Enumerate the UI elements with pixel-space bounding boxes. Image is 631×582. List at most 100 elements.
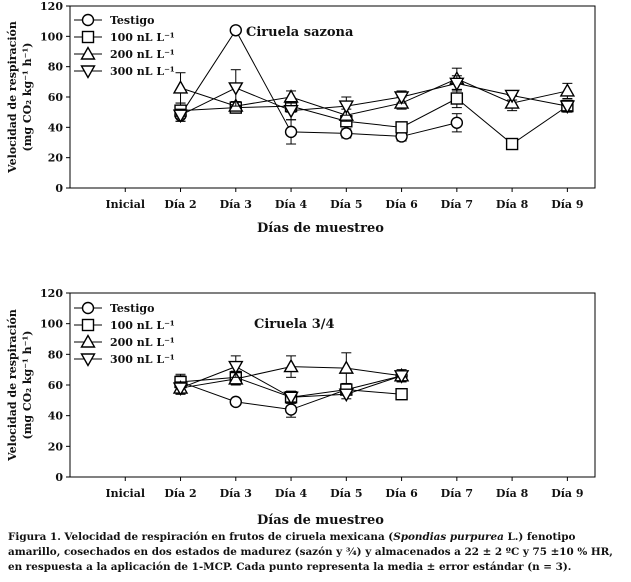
data-point	[172, 79, 189, 94]
y-axis-label-line1: Velocidad de respiración	[6, 21, 19, 174]
caption-species: Spondias purpurea	[393, 531, 504, 543]
x-tick-label: Día 9	[551, 487, 583, 500]
series-4	[172, 69, 576, 124]
chart-panel-2: 0 20 40 60 80 100 120 Inicial Día 2 Día 3 Día 4 Día…	[6, 287, 596, 528]
data-point	[504, 89, 520, 104]
y-tick-label: 40	[48, 121, 64, 134]
chart-panel-1: 0 20 40 60 80 100 120 Inicial Día 2 Día 3 Día 4 Día…	[6, 0, 596, 236]
x-tick-label: Día 7	[441, 487, 473, 500]
x-tick-label: Día 6	[385, 198, 418, 211]
legend-marker	[80, 334, 96, 348]
y-tick-label: 20	[48, 440, 64, 453]
y-tick-label: 80	[48, 61, 64, 74]
data-point	[229, 395, 242, 409]
x-axis-label: Días de muestreo	[257, 221, 384, 236]
data-point	[449, 77, 465, 92]
series-1	[174, 24, 464, 145]
caption-suffix: L.) fenotipo amarillo, cosechados en dos…	[8, 531, 613, 573]
legend-entry-1: Testigo	[74, 301, 154, 315]
y-tick-label: 40	[48, 410, 64, 423]
data-point	[283, 89, 299, 103]
data-point	[172, 109, 189, 124]
legend-label: Testigo	[110, 302, 154, 315]
y-tick-label: 60	[48, 379, 64, 392]
data-point	[450, 92, 464, 105]
data-point	[559, 100, 576, 115]
data-point	[283, 358, 299, 373]
x-tick-label: Inicial	[106, 198, 146, 211]
y-tick-label: 80	[48, 348, 64, 361]
legend-label: 300 nL L⁻¹	[110, 353, 175, 366]
legend-marker	[80, 65, 96, 79]
data-point	[228, 360, 244, 375]
data-point	[338, 388, 355, 403]
legend-label: 300 nL L⁻¹	[110, 65, 175, 78]
data-point	[395, 388, 408, 401]
data-point	[393, 91, 410, 105]
data-point	[283, 104, 299, 119]
legend-entry-4: 300 nL L⁻¹	[74, 353, 175, 367]
series-3	[172, 352, 410, 395]
series-line	[180, 97, 568, 145]
legend-marker	[80, 46, 96, 60]
legend-entry-4: 300 nL L⁻¹	[74, 65, 175, 79]
x-axis-label: Días de muestreo	[257, 513, 384, 528]
x-tick-label: Día 2	[164, 487, 196, 500]
data-point	[284, 403, 298, 416]
x-tick-label: Inicial	[106, 487, 146, 500]
y-tick-label: 20	[48, 152, 64, 165]
y-axis-label-line2: (mg CO₂ kg⁻¹ h⁻¹)	[21, 331, 34, 440]
data-point	[393, 370, 410, 384]
y-axis-label-line2: (mg CO₂ kg⁻¹ h⁻¹)	[21, 43, 34, 152]
y-tick-label: 0	[55, 471, 63, 484]
figure-caption: Figura 1. Velocidad de respiración en fr…	[8, 530, 628, 575]
x-tick-label: Día 2	[164, 198, 196, 211]
legend-label: 100 nL L⁻¹	[110, 319, 175, 332]
data-point	[284, 125, 298, 139]
x-tick-label: Día 9	[551, 198, 583, 211]
legend-entry-2: 100 nL L⁻¹	[74, 318, 175, 332]
legend-marker	[81, 13, 95, 27]
x-tick-label: Día 6	[385, 487, 418, 500]
series-line	[180, 29, 457, 137]
x-tick-label: Día 8	[496, 487, 529, 500]
data-point	[229, 24, 242, 37]
data-point	[395, 121, 408, 134]
x-tick-label: Día 3	[220, 198, 252, 211]
series-4	[172, 355, 410, 406]
y-tick-label: 120	[40, 0, 63, 13]
x-tick-label: Día 8	[496, 198, 529, 211]
legend-marker	[81, 30, 95, 44]
figure-svg: 0 20 40 60 80 100 120 Inicial Día 2 Día 3 Día 4 Día…	[6, 0, 596, 528]
y-tick-label: 60	[48, 91, 64, 104]
legend-label: 200 nL L⁻¹	[110, 48, 175, 61]
data-point	[228, 370, 244, 385]
legend-entry-2: 100 nL L⁻¹	[74, 30, 175, 44]
legend-entry-1: Testigo	[74, 13, 154, 27]
y-tick-label: 100	[40, 318, 63, 331]
legend-marker	[80, 353, 96, 367]
data-point	[172, 382, 189, 396]
legend-marker	[81, 301, 95, 315]
series-line	[180, 78, 568, 116]
x-tick-label: Día 5	[330, 487, 362, 500]
panel-title: Ciruela 3/4	[254, 317, 335, 332]
legend-label: 200 nL L⁻¹	[110, 336, 175, 349]
y-tick-label: 0	[55, 182, 63, 195]
x-tick-label: Día 4	[275, 487, 308, 500]
legend-entry-3: 200 nL L⁻¹	[74, 46, 175, 61]
y-tick-label: 120	[40, 287, 63, 300]
caption-prefix: Figura 1. Velocidad de respiración en fr…	[8, 531, 394, 543]
x-tick-label: Día 4	[275, 198, 308, 211]
x-tick-label: Día 7	[441, 198, 473, 211]
data-point	[450, 116, 464, 129]
x-tick-label: Día 3	[220, 487, 252, 500]
x-tick-label: Día 5	[330, 198, 362, 211]
data-point	[228, 82, 244, 96]
y-tick-label: 100	[40, 30, 63, 43]
panel-title: Ciruela sazona	[246, 25, 354, 40]
legend-label: 100 nL L⁻¹	[110, 31, 175, 44]
legend-label: Testigo	[110, 14, 154, 27]
data-point	[338, 360, 355, 374]
data-point	[505, 137, 519, 151]
